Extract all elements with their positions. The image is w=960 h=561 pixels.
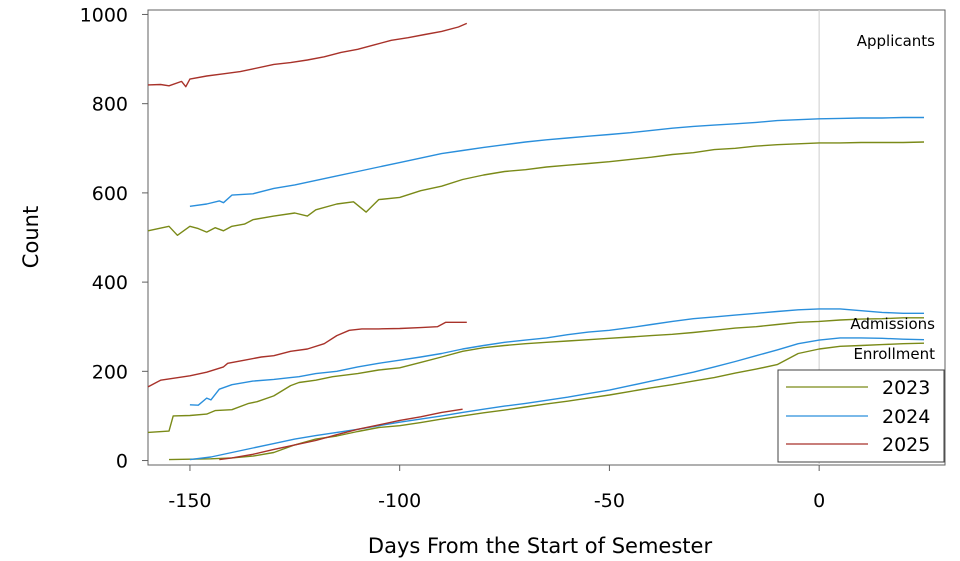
x-tick-label: -100	[378, 490, 421, 512]
series-line-2024-admissions	[189, 308, 924, 406]
y-tick-label: 200	[92, 361, 128, 383]
series-line-2025-enrollment	[219, 408, 463, 461]
series-line-2023-applicants	[147, 141, 925, 237]
series-line-2023-admissions	[147, 317, 924, 434]
legend: 2023 2024 2025	[777, 369, 945, 463]
y-axis-title: Count	[19, 206, 43, 268]
x-tick-label: -150	[168, 490, 211, 512]
x-tick-label: -50	[594, 490, 625, 512]
y-tick-label: 600	[92, 183, 128, 205]
y-tick-label: 400	[92, 272, 128, 294]
annotation-applicants: Applicants	[857, 32, 935, 50]
y-tick-label: 1000	[80, 4, 128, 26]
series-line-2025-applicants	[147, 22, 468, 88]
series-line-2025-admissions	[147, 321, 467, 388]
y-tick-label: 0	[116, 451, 128, 473]
axis-layer: -150 -100 -50 0 0 200 400 600 800 1000	[80, 4, 826, 512]
y-tick-label: 800	[92, 94, 128, 116]
legend-label-2023: 2023	[882, 377, 930, 399]
x-tick-label: 0	[813, 490, 825, 512]
legend-label-2025: 2025	[882, 434, 930, 456]
x-axis-title: Days From the Start of Semester	[368, 534, 713, 558]
legend-label-2024: 2024	[882, 406, 930, 428]
annotation-admissions: Admissions	[850, 315, 935, 333]
series-layer	[147, 22, 925, 461]
series-line-2024-applicants	[189, 116, 924, 207]
annotation-enrollment: Enrollment	[853, 345, 935, 363]
series-line-2024-enrollment	[189, 337, 925, 461]
